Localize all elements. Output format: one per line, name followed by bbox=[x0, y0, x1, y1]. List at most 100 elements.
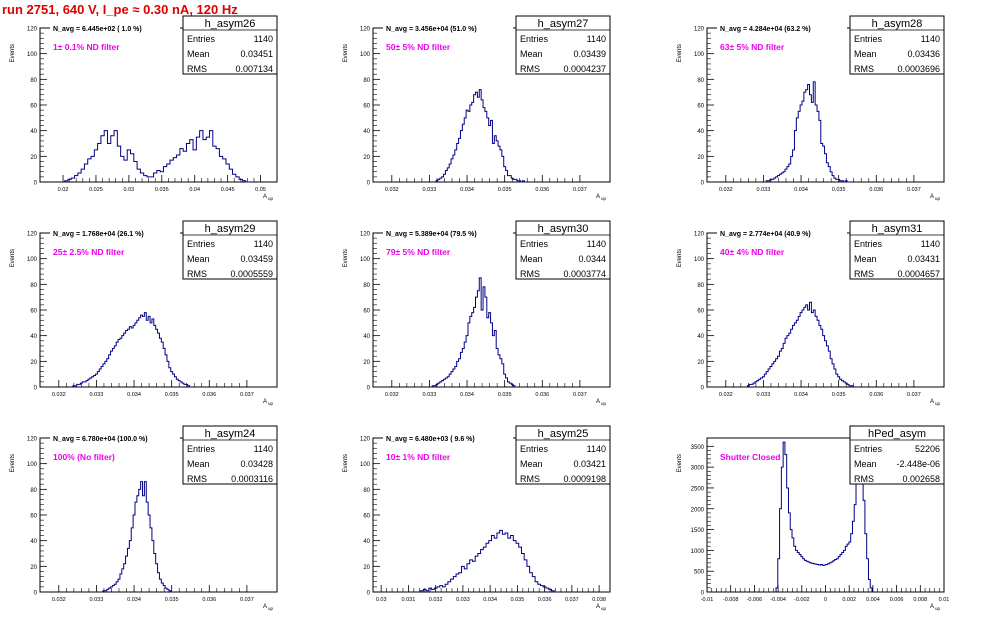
stats-entries-label: Entries bbox=[854, 239, 883, 249]
x-tick-label: 0.033 bbox=[423, 392, 437, 398]
stats-box bbox=[182, 220, 278, 280]
x-tick-label: 0.036 bbox=[202, 597, 216, 603]
navg-label: N_avg = 3.456e+04 (51.0 %) bbox=[386, 26, 477, 33]
y-tick-label: 100 bbox=[694, 257, 705, 263]
x-tick-label: 0.04 bbox=[189, 187, 200, 193]
x-tick-label: 0.035 bbox=[498, 187, 512, 193]
y-tick-label: 40 bbox=[30, 334, 37, 340]
stats-mean-label: Mean bbox=[520, 459, 543, 469]
stats-rms-value: 0.0005559 bbox=[230, 269, 273, 279]
stats-rms-label: RMS bbox=[520, 474, 540, 484]
x-tick-label: 0.034 bbox=[460, 187, 474, 193]
stats-rms-label: RMS bbox=[854, 269, 874, 279]
y-tick-label: 20 bbox=[697, 360, 704, 366]
x-tick-label: 0.034 bbox=[460, 392, 474, 398]
y-tick-label: 0 bbox=[367, 591, 371, 597]
stats-rms-value: 0.0003696 bbox=[897, 64, 940, 74]
y-tick-label: 120 bbox=[27, 27, 38, 33]
y-axis-label: Events bbox=[10, 44, 16, 62]
stats-box bbox=[515, 220, 611, 280]
stats-entries-label: Entries bbox=[187, 34, 216, 44]
stats-mean-label: Mean bbox=[520, 254, 543, 264]
navg-label: N_avg = 2.774e+04 (40.9 %) bbox=[720, 231, 811, 238]
y-tick-label: 500 bbox=[694, 570, 705, 576]
filter-annotation: 50± 5% ND filter bbox=[386, 42, 451, 52]
y-tick-label: 0 bbox=[701, 386, 705, 392]
y-tick-label: 40 bbox=[30, 539, 37, 545]
histogram-line bbox=[746, 301, 855, 388]
x-tick-label: 0.036 bbox=[869, 187, 883, 193]
filter-annotation: 10± 1% ND filter bbox=[386, 452, 451, 462]
y-tick-label: 60 bbox=[30, 104, 37, 110]
histogram-line bbox=[72, 312, 192, 388]
y-tick-label: 20 bbox=[30, 360, 37, 366]
y-tick-label: 100 bbox=[694, 52, 705, 58]
stats-box-title: h_asym24 bbox=[205, 428, 256, 440]
x-tick-label: 0.033 bbox=[757, 392, 771, 398]
stats-entries-value: 1140 bbox=[587, 239, 606, 249]
filter-annotation: 100% (No filter) bbox=[53, 452, 115, 462]
y-tick-label: 0 bbox=[701, 181, 705, 187]
stats-mean-value: 0.03421 bbox=[573, 459, 606, 469]
x-tick-label: 0.036 bbox=[202, 392, 216, 398]
histogram-panel-h_asym30: 0 20 40 60 80 100 120 0.032 0.033 0.034 0.035 0.036… bbox=[343, 220, 611, 406]
stats-mean-value: 0.0344 bbox=[578, 254, 606, 264]
histogram-panel-h_asym28: 0 20 40 60 80 100 120 0.032 0.033 0.034 0.035 0.036… bbox=[677, 15, 945, 201]
y-tick-label: 120 bbox=[360, 437, 371, 443]
stats-entries-value: 1140 bbox=[587, 444, 606, 454]
y-tick-label: 20 bbox=[697, 155, 704, 161]
y-tick-label: 2500 bbox=[691, 486, 705, 492]
navg-label: N_avg = 4.284e+04 (63.2 %) bbox=[720, 26, 811, 33]
navg-label: N_avg = 1.768e+04 (26.1 %) bbox=[53, 231, 144, 238]
y-tick-label: 60 bbox=[697, 104, 704, 110]
stats-rms-label: RMS bbox=[854, 474, 874, 484]
y-tick-label: 0 bbox=[367, 386, 371, 392]
y-tick-label: 0 bbox=[34, 181, 38, 187]
filter-annotation: 1± 0.1% ND filter bbox=[53, 42, 120, 52]
y-tick-label: 60 bbox=[30, 309, 37, 315]
y-axis-label: Events bbox=[677, 454, 683, 472]
stats-box-title: h_asym27 bbox=[538, 18, 589, 30]
y-tick-label: 60 bbox=[30, 514, 37, 520]
x-axis-label: A bbox=[930, 399, 934, 405]
stats-rms-value: 0.0004237 bbox=[563, 64, 606, 74]
stats-rms-label: RMS bbox=[854, 64, 874, 74]
y-tick-label: 120 bbox=[360, 27, 371, 33]
x-tick-label: 0 bbox=[824, 597, 827, 603]
x-axis-label-subscript: up bbox=[268, 606, 274, 611]
x-tick-label: 0.033 bbox=[423, 187, 437, 193]
stats-entries-value: 1140 bbox=[921, 239, 940, 249]
y-axis-label: Events bbox=[677, 44, 683, 62]
stats-box bbox=[182, 15, 278, 75]
x-tick-label: 0.008 bbox=[913, 597, 927, 603]
stats-box-title: h_asym29 bbox=[205, 223, 256, 235]
x-tick-label: 0.035 bbox=[165, 597, 179, 603]
histogram-line bbox=[64, 130, 250, 183]
x-tick-label: 0.037 bbox=[907, 392, 921, 398]
stats-rms-label: RMS bbox=[520, 269, 540, 279]
x-tick-label: 0.033 bbox=[456, 597, 470, 603]
x-tick-label: 0.03 bbox=[376, 597, 387, 603]
x-tick-label: 0.032 bbox=[385, 187, 399, 193]
y-axis-label: Events bbox=[343, 454, 349, 472]
x-tick-label: 0.037 bbox=[240, 597, 254, 603]
x-tick-label: 0.031 bbox=[402, 597, 416, 603]
y-axis-label: Events bbox=[677, 249, 683, 267]
stats-entries-label: Entries bbox=[187, 444, 216, 454]
stats-box bbox=[182, 425, 278, 485]
histogram-panel-h_asym27: 0 20 40 60 80 100 120 0.032 0.033 0.034 0.035 0.036… bbox=[343, 15, 611, 201]
x-tick-label: 0.035 bbox=[155, 187, 169, 193]
y-tick-label: 40 bbox=[697, 334, 704, 340]
y-tick-label: 100 bbox=[360, 257, 371, 263]
stats-rms-value: 0.002658 bbox=[902, 474, 940, 484]
x-axis-label: A bbox=[596, 604, 600, 610]
x-axis-label: A bbox=[930, 194, 934, 200]
x-tick-label: 0.034 bbox=[483, 597, 497, 603]
x-tick-label: 0.036 bbox=[538, 597, 552, 603]
filter-annotation: 40± 4% ND filter bbox=[720, 247, 785, 257]
stats-mean-value: 0.03436 bbox=[907, 49, 940, 59]
x-tick-label: 0.035 bbox=[832, 392, 846, 398]
x-axis-label: A bbox=[596, 399, 600, 405]
stats-entries-value: 1140 bbox=[921, 34, 940, 44]
y-tick-label: 80 bbox=[30, 283, 37, 289]
